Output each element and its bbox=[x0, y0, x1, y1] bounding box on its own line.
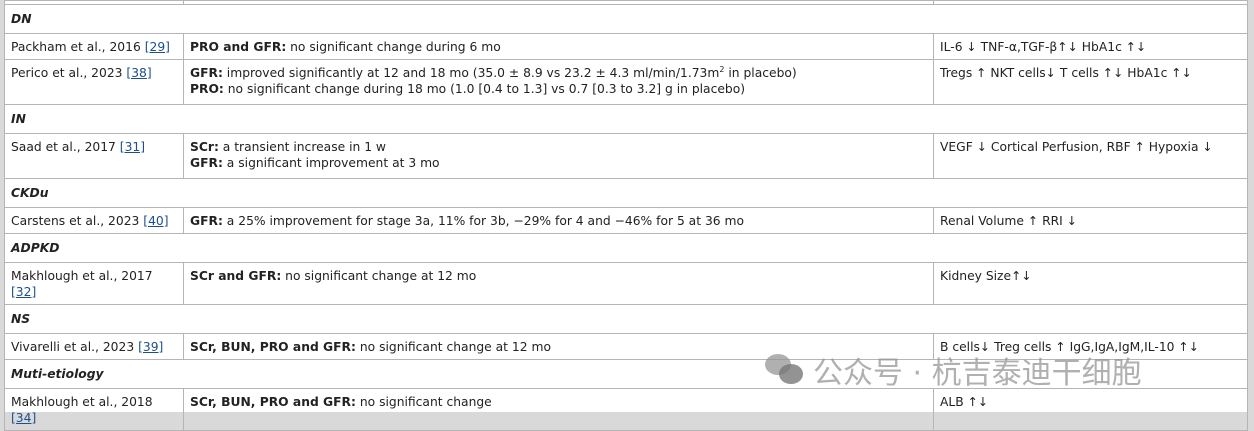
outcome-text-after: in placebo) bbox=[724, 66, 797, 80]
outcome-line: SCr, BUN, PRO and GFR: no significant ch… bbox=[190, 339, 927, 355]
markers-cell: Kidney Size↑↓ bbox=[933, 262, 1248, 305]
results-table: DN Packham et al., 2016 [29] PRO and GFR: … bbox=[4, 0, 1248, 431]
study-cell: Perico et al., 2023 [38] bbox=[4, 59, 184, 105]
markers-cell: IL-6 ↓ TNF-α,TGF-β↑↓ HbA1c ↑↓ bbox=[933, 33, 1248, 60]
outcome-line: PRO and GFR: no significant change durin… bbox=[190, 39, 927, 55]
section-header-row: DN bbox=[4, 4, 1248, 34]
study-cell: Carstens et al., 2023 [40] bbox=[4, 207, 184, 234]
outcome-superscript: 2 bbox=[719, 64, 725, 74]
outcome-text: a 25% improvement for stage 3a, 11% for … bbox=[222, 214, 745, 228]
outcome-label: PRO and GFR: bbox=[190, 40, 287, 54]
outcome-cell: SCr, BUN, PRO and GFR: no significant ch… bbox=[183, 333, 934, 360]
section-title: IN bbox=[4, 104, 1248, 134]
outcome-label: SCr, BUN, PRO and GFR: bbox=[190, 395, 356, 409]
outcome-cell: SCr: a transient increase in 1 w GFR: a s… bbox=[183, 133, 934, 179]
section-title: ADPKD bbox=[4, 233, 1248, 263]
outcome-label: SCr, BUN, PRO and GFR: bbox=[190, 340, 356, 354]
outcome-text: a transient increase in 1 w bbox=[218, 140, 386, 154]
section-header-row: NS bbox=[4, 304, 1248, 334]
study-cell: Saad et al., 2017 [31] bbox=[4, 133, 184, 179]
table-container: DN Packham et al., 2016 [29] PRO and GFR: … bbox=[4, 0, 1248, 431]
outcome-text: no significant change during 6 mo bbox=[286, 40, 501, 54]
table-row: Vivarelli et al., 2023 [39] SCr, BUN, PRO… bbox=[4, 333, 1248, 360]
section-header-row: IN bbox=[4, 104, 1248, 134]
section-header-row: ADPKD bbox=[4, 233, 1248, 263]
markers-cell: B cells↓ Treg cells ↑ IgG,IgA,IgM,IL-10 … bbox=[933, 333, 1248, 360]
table-row: Saad et al., 2017 [31] SCr: a transient i… bbox=[4, 133, 1248, 179]
outcome-cell: PRO and GFR: no significant change durin… bbox=[183, 33, 934, 60]
outcome-cell: SCr and GFR: no significant change at 12… bbox=[183, 262, 934, 305]
outcome-label: GFR: bbox=[190, 156, 223, 170]
outcome-line: SCr and GFR: no significant change at 12… bbox=[190, 268, 927, 284]
section-header-row: CKDu bbox=[4, 178, 1248, 208]
study-name: Makhlough et al., 2017 bbox=[11, 269, 153, 283]
reference-link[interactable]: [31] bbox=[119, 140, 146, 154]
outcome-label: GFR: bbox=[190, 66, 223, 80]
outcome-line: GFR: a significant improvement at 3 mo bbox=[190, 155, 927, 171]
reference-link[interactable]: [29] bbox=[144, 40, 170, 54]
table-row: Carstens et al., 2023 [40] GFR: a 25% imp… bbox=[4, 207, 1248, 234]
outcome-text: no significant change at 12 mo bbox=[355, 340, 551, 354]
section-title: NS bbox=[4, 304, 1248, 334]
outcome-cell: SCr, BUN, PRO and GFR: no significant ch… bbox=[183, 388, 934, 431]
outcome-text: improved significantly at 12 and 18 mo (… bbox=[222, 66, 720, 80]
table-row: Makhlough et al., 2018 [34] SCr, BUN, PRO… bbox=[4, 388, 1248, 431]
outcome-label: SCr: bbox=[190, 140, 219, 154]
markers-cell: VEGF ↓ Cortical Perfusion, RBF ↑ Hypoxia… bbox=[933, 133, 1248, 179]
study-name: Packham et al., 2016 bbox=[11, 40, 141, 54]
study-name: Vivarelli et al., 2023 bbox=[11, 340, 135, 354]
outcome-text: a significant improvement at 3 mo bbox=[222, 156, 440, 170]
outcome-line: GFR: improved significantly at 12 and 18… bbox=[190, 65, 927, 81]
reference-link[interactable]: [38] bbox=[126, 66, 152, 80]
outcome-label: SCr and GFR: bbox=[190, 269, 282, 283]
table-row: Makhlough et al., 2017 [32] SCr and GFR: … bbox=[4, 262, 1248, 305]
markers-cell: ALB ↑↓ bbox=[933, 388, 1248, 431]
outcome-cell: GFR: improved significantly at 12 and 18… bbox=[183, 59, 934, 105]
reference-link[interactable]: [39] bbox=[138, 340, 164, 354]
study-cell: Packham et al., 2016 [29] bbox=[4, 33, 184, 60]
markers-cell: Tregs ↑ NKT cells↓ T cells ↑↓ HbA1c ↑↓ bbox=[933, 59, 1248, 105]
outcome-text: no significant change at 12 mo bbox=[281, 269, 477, 283]
study-name: Perico et al., 2023 bbox=[11, 66, 123, 80]
study-cell: Makhlough et al., 2017 [32] bbox=[4, 262, 184, 305]
markers-cell: Renal Volume ↑ RRI ↓ bbox=[933, 207, 1248, 234]
outcome-label: PRO: bbox=[190, 82, 224, 96]
reference-link[interactable]: [40] bbox=[143, 214, 169, 228]
reference-link[interactable]: [34] bbox=[11, 411, 37, 425]
outcome-text: no significant change bbox=[355, 395, 492, 409]
outcome-label: GFR: bbox=[190, 214, 223, 228]
study-cell: Vivarelli et al., 2023 [39] bbox=[4, 333, 184, 360]
study-name: Makhlough et al., 2018 bbox=[11, 395, 153, 409]
section-title: CKDu bbox=[4, 178, 1248, 208]
section-title: Muti-etiology bbox=[4, 359, 1248, 389]
outcome-line: GFR: a 25% improvement for stage 3a, 11%… bbox=[190, 213, 927, 229]
outcome-line: SCr: a transient increase in 1 w bbox=[190, 139, 927, 155]
outcome-line: PRO: no significant change during 18 mo … bbox=[190, 81, 927, 97]
study-name: Carstens et al., 2023 bbox=[11, 214, 140, 228]
study-name: Saad et al., 2017 bbox=[11, 140, 116, 154]
section-header-row: Muti-etiology bbox=[4, 359, 1248, 389]
table-row: Perico et al., 2023 [38] GFR: improved si… bbox=[4, 59, 1248, 105]
outcome-text: no significant change during 18 mo (1.0 … bbox=[223, 82, 746, 96]
table-row: Packham et al., 2016 [29] PRO and GFR: no… bbox=[4, 33, 1248, 60]
outcome-cell: GFR: a 25% improvement for stage 3a, 11%… bbox=[183, 207, 934, 234]
study-cell: Makhlough et al., 2018 [34] bbox=[4, 388, 184, 431]
section-title: DN bbox=[4, 4, 1248, 34]
reference-link[interactable]: [32] bbox=[11, 285, 37, 299]
outcome-line: SCr, BUN, PRO and GFR: no significant ch… bbox=[190, 394, 927, 410]
